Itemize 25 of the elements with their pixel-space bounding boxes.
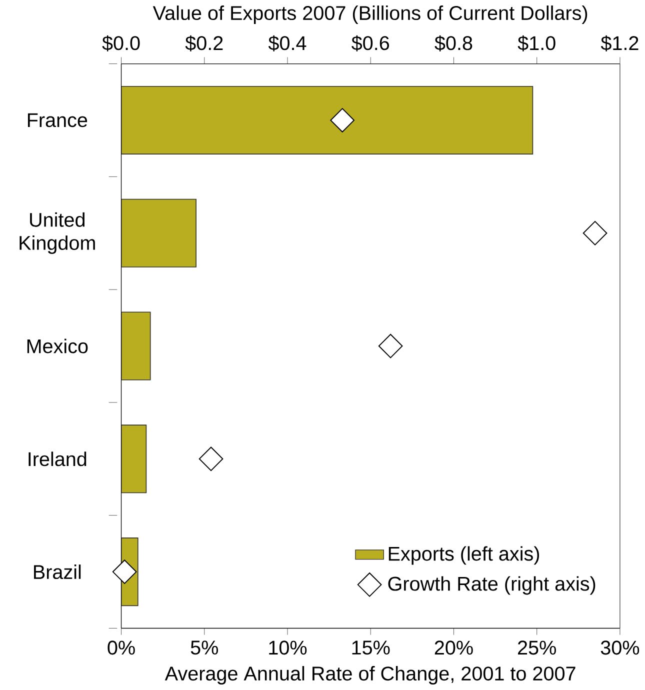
- point: [330, 108, 354, 132]
- x2-tick-label: $0.4: [268, 35, 306, 52]
- x-axis-title: Average Annual Rate of Change, 2001 to 2007: [164, 666, 576, 685]
- x2-tick-label: $0.2: [185, 35, 223, 52]
- legend-label: Exports (left axis): [388, 546, 539, 565]
- x-tick-label: 0%: [108, 640, 135, 655]
- point: [112, 560, 137, 584]
- legend-label: Growth Rate (right axis): [388, 576, 596, 595]
- y-tick-label: Brazil: [34, 564, 80, 580]
- y-tick-label: Ireland: [28, 452, 86, 466]
- x-tick-label: 5%: [190, 640, 218, 655]
- x2-tick-label: $1.0: [518, 35, 556, 52]
- x-tick-label: 25%: [518, 640, 556, 655]
- x-tick-label: 30%: [600, 640, 639, 655]
- x-tick-label: 20%: [434, 640, 473, 655]
- x2-tick-label: $0.8: [434, 35, 472, 52]
- x2-tick-label: $1.2: [600, 35, 638, 52]
- x2-tick-label: $0.6: [351, 35, 389, 52]
- x2-axis-title: Value of Exports 2007 (Billions of Current Dollars): [152, 6, 587, 24]
- x-tick-label: 15%: [352, 640, 390, 655]
- x-tick-label: 10%: [269, 640, 306, 655]
- y-tick-label: United Kingdom: [20, 212, 95, 254]
- y-tick-label: Mexico: [27, 338, 88, 354]
- x2-tick-label: $0.0: [102, 35, 140, 52]
- y-tick-label: France: [28, 113, 87, 128]
